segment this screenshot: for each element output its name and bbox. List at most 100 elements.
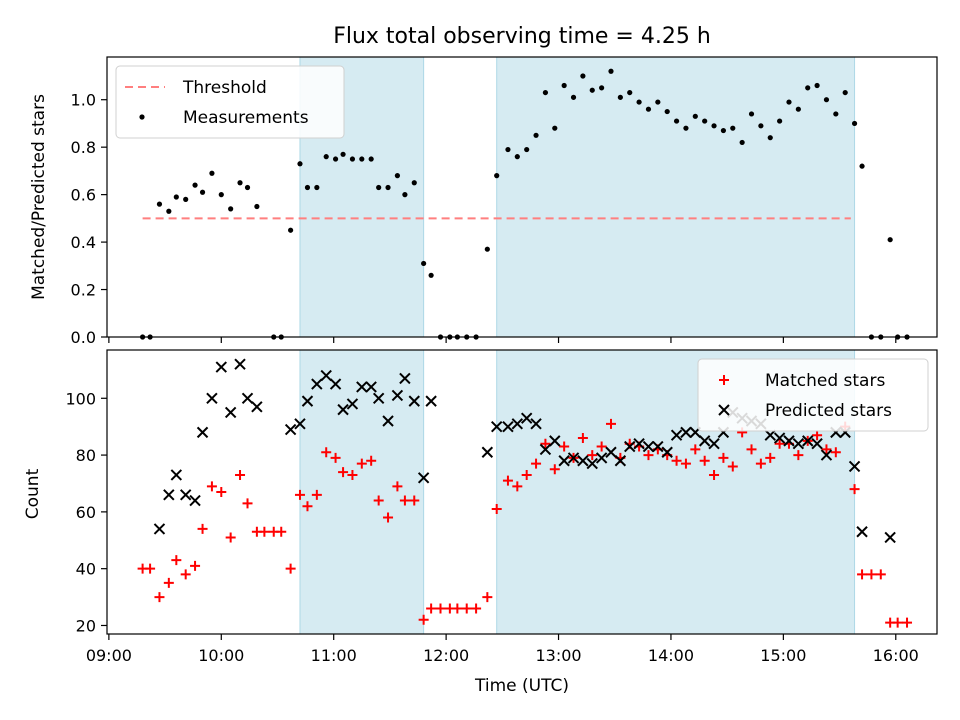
legend-label: Threshold: [182, 78, 267, 98]
y-tick-label: 60: [76, 503, 96, 522]
matched-stars-point: [356, 458, 367, 469]
measurement-point: [795, 106, 801, 112]
predicted-stars-point: [346, 398, 359, 410]
matched-stars-point: [399, 495, 410, 506]
matched-stars-point: [559, 441, 570, 452]
matched-stars-point: [821, 444, 832, 455]
matched-stars-point: [190, 560, 201, 571]
measurement-point: [552, 125, 558, 131]
predicted-stars-point: [337, 403, 349, 416]
bottom-ylabel: Count: [23, 468, 43, 519]
predicted-stars-point: [301, 395, 314, 407]
measurement-point: [209, 170, 215, 176]
measurement-point: [702, 118, 708, 124]
matched-stars-point: [521, 469, 532, 480]
predicted-stars-point: [661, 446, 673, 458]
predicted-stars-point: [408, 395, 420, 407]
predicted-stars-point: [652, 440, 664, 453]
measurement-point: [580, 73, 586, 79]
measurement-point: [608, 68, 614, 74]
measurement-point: [340, 151, 346, 157]
measurement-point: [394, 173, 401, 179]
measurement-point: [730, 125, 736, 131]
matched-stars-point: [321, 447, 332, 458]
matched-stars-point: [690, 444, 701, 455]
measurement-point: [851, 120, 858, 127]
predicted-stars-point: [614, 455, 627, 467]
measurement-point: [655, 99, 661, 105]
measurement-point: [173, 194, 179, 200]
measurement-point: [332, 156, 339, 162]
predicted-stars-point: [856, 526, 868, 538]
measurement-point: [664, 108, 670, 115]
measurement-point: [842, 89, 848, 96]
measurement-point: [617, 94, 623, 100]
legend-box: [697, 358, 929, 432]
measurement-point: [199, 189, 206, 195]
measurement-point: [494, 173, 500, 179]
matched-stars-point: [849, 484, 860, 495]
matched-stars-point: [259, 526, 270, 537]
measurement-point: [376, 184, 382, 191]
matched-stars-point: [746, 444, 757, 455]
matched-stars-point: [709, 469, 720, 480]
legend-measurement-swatch: [139, 114, 145, 120]
predicted-stars-point: [251, 401, 263, 413]
top-ylabel: Matched/Predicted stars: [29, 94, 49, 300]
measurement-point: [505, 146, 511, 153]
legend: Threshold Measurements: [115, 65, 345, 139]
predicted-stars-point: [481, 446, 494, 458]
predicted-stars-point: [698, 435, 711, 447]
predicted-stars-point: [417, 472, 430, 484]
matched-stars-point: [512, 481, 523, 492]
matched-stars-point: [225, 532, 236, 543]
predicted-stars-point: [425, 395, 437, 407]
matched-stars-point: [216, 487, 227, 497]
measurement-point: [228, 206, 234, 212]
predicted-stars-point: [595, 452, 608, 464]
predicted-stars-point: [329, 378, 342, 390]
matched-stars-point: [812, 430, 823, 441]
measurement-point: [777, 118, 783, 124]
predicted-stars-point: [567, 452, 580, 464]
matched-stars-point: [392, 481, 403, 492]
predicted-stars-point: [605, 446, 617, 458]
measurement-point: [767, 135, 773, 141]
matched-stars-point: [302, 501, 313, 512]
x-tick-label: 12:00: [423, 646, 469, 665]
matched-stars-point: [765, 452, 776, 463]
observing-span: [496, 56, 856, 338]
measurement-point: [823, 97, 830, 103]
measurement-point: [758, 123, 764, 129]
matched-stars-point: [902, 617, 913, 628]
measurement-point: [645, 106, 652, 112]
x-tick-label: 09:00: [86, 646, 132, 665]
predicted-stars-point: [511, 418, 524, 430]
x-tick-label: 15:00: [760, 646, 806, 665]
predicted-stars-point: [820, 449, 833, 461]
x-tick-label: 11:00: [311, 646, 357, 665]
predicted-stars-point: [372, 392, 385, 404]
predicted-stars-point: [577, 455, 589, 467]
matched-stars-point: [461, 603, 472, 614]
predicted-stars-point: [215, 361, 227, 373]
predicted-stars-point: [391, 389, 404, 402]
matched-stars-point: [383, 512, 394, 523]
predicted-stars-point: [224, 406, 237, 419]
predicted-stars-point: [320, 369, 332, 382]
predicted-stars-point: [153, 523, 166, 535]
predicted-stars-point: [311, 378, 323, 390]
y-tick-label: 0.6: [71, 186, 96, 205]
predicted-stars-point: [356, 381, 368, 393]
measurement-point: [805, 85, 811, 91]
matched-stars-point: [671, 455, 682, 466]
bottom-plot-area: 20 40 60 80 100 09:00 10:00 11:00 12:00 13:00 14:0…: [65, 349, 938, 665]
predicted-stars-point: [848, 460, 861, 473]
predicted-stars-point: [764, 429, 776, 441]
predicted-stars-point: [708, 438, 720, 450]
predicted-stars-point: [284, 423, 297, 436]
y-tick-label: 20: [76, 616, 96, 635]
matched-stars-point: [330, 452, 341, 463]
matched-stars-point: [206, 481, 217, 492]
x-axis-label: Time (UTC): [474, 676, 569, 696]
